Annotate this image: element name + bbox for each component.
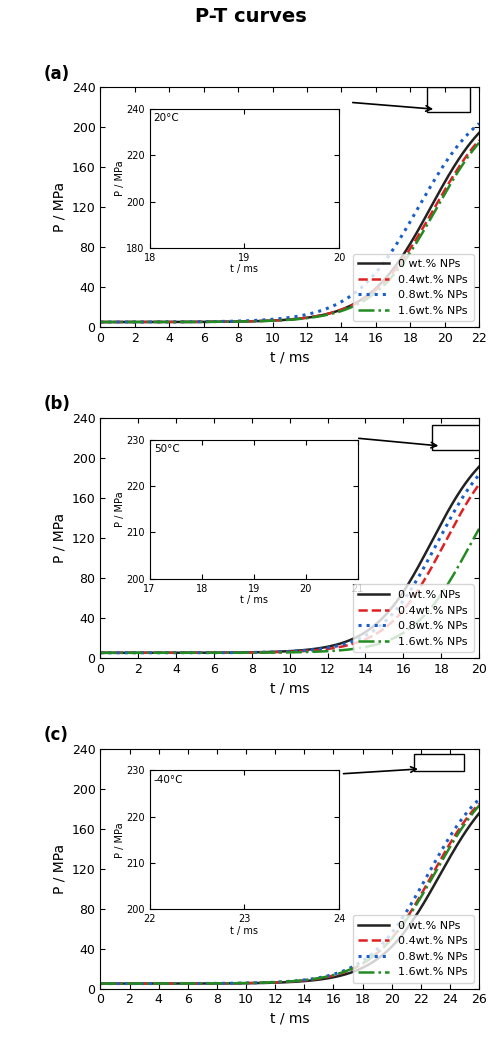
Y-axis label: P / MPa: P / MPa <box>52 843 66 894</box>
X-axis label: t / ms: t / ms <box>270 1012 309 1026</box>
Bar <box>431 425 487 450</box>
Y-axis label: P / MPa: P / MPa <box>52 182 66 232</box>
Y-axis label: P / MPa: P / MPa <box>52 513 66 563</box>
Legend: 0 wt.% NPs, 0.4wt.% NPs, 0.8wt.% NPs, 1.6wt.% NPs: 0 wt.% NPs, 0.4wt.% NPs, 0.8wt.% NPs, 1.… <box>352 584 472 653</box>
Text: P-T curves: P-T curves <box>195 7 306 26</box>
Text: (b): (b) <box>44 396 70 413</box>
X-axis label: t / ms: t / ms <box>270 351 309 364</box>
Text: (c): (c) <box>44 726 68 744</box>
Legend: 0 wt.% NPs, 0.4wt.% NPs, 0.8wt.% NPs, 1.6wt.% NPs: 0 wt.% NPs, 0.4wt.% NPs, 0.8wt.% NPs, 1.… <box>352 915 472 983</box>
X-axis label: t / ms: t / ms <box>270 681 309 695</box>
Text: (a): (a) <box>44 65 70 82</box>
Bar <box>426 87 469 112</box>
Legend: 0 wt.% NPs, 0.4wt.% NPs, 0.8wt.% NPs, 1.6wt.% NPs: 0 wt.% NPs, 0.4wt.% NPs, 0.8wt.% NPs, 1.… <box>352 254 472 322</box>
Bar <box>413 754 463 770</box>
